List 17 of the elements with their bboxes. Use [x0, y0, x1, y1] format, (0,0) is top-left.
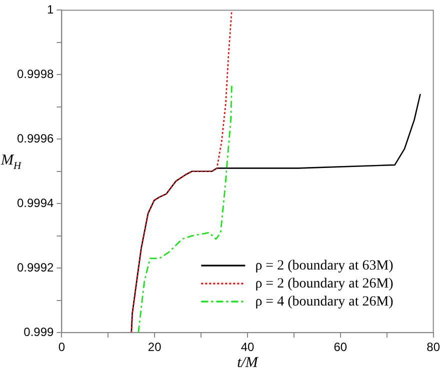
legend-label: ρ = 2 (boundary at 26M): [255, 276, 394, 292]
x-tick-label: 80: [426, 340, 440, 354]
y-tick-label: 1: [47, 2, 54, 17]
y-tick-label: 0.9994: [17, 196, 54, 210]
y-tick-label: 0.9996: [17, 131, 54, 146]
legend-label: ρ = 4 (boundary at 26M): [255, 294, 394, 310]
x-tick-label: 40: [240, 340, 255, 354]
y-tick-label: 0.9998: [17, 66, 54, 81]
x-tick-label: 0: [58, 340, 66, 354]
y-tick-label: 0.999: [24, 324, 54, 339]
y-tick-label: 0.9992: [17, 260, 54, 274]
line-series: [130, 10, 232, 333]
line-series: [138, 84, 232, 333]
legend-label: ρ = 2 (boundary at 63M): [255, 258, 394, 274]
x-tick-label: 60: [334, 340, 348, 354]
x-axis-title: t/M: [237, 355, 260, 370]
x-tick-label: 20: [148, 340, 162, 354]
